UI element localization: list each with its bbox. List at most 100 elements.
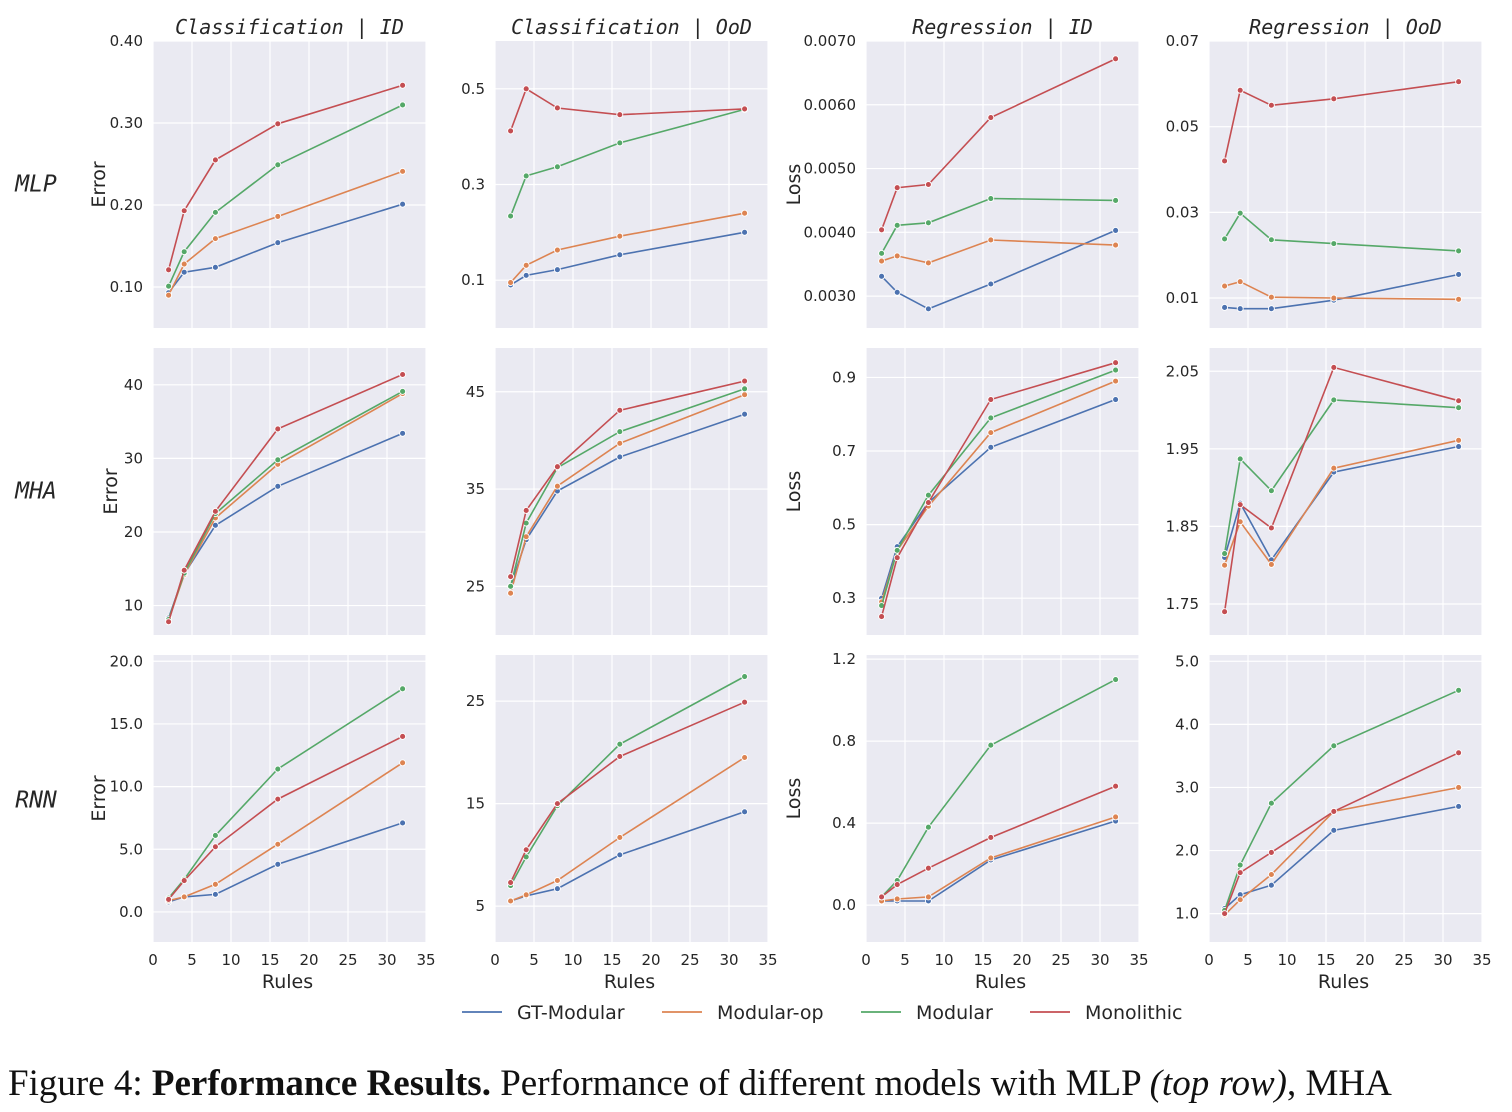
- data-point: [507, 212, 515, 220]
- data-point: [1330, 396, 1338, 404]
- x-tick-label: 10: [563, 951, 582, 969]
- data-point: [1455, 247, 1463, 255]
- data-point: [616, 232, 624, 240]
- data-point: [1236, 209, 1244, 217]
- data-point: [399, 167, 407, 175]
- x-axis-label: Rules: [262, 971, 313, 993]
- data-point: [924, 305, 932, 313]
- x-tick-label: 5: [900, 951, 910, 969]
- y-tick-label: 4.0: [1175, 715, 1199, 733]
- data-point: [180, 893, 188, 901]
- data-point: [274, 161, 282, 169]
- x-tick-label: 25: [338, 951, 357, 969]
- data-point: [987, 114, 995, 121]
- data-point: [211, 890, 219, 898]
- data-point: [616, 406, 624, 414]
- data-point: [741, 391, 749, 399]
- data-point: [180, 268, 188, 276]
- data-point: [1221, 282, 1229, 290]
- data-point: [1221, 910, 1229, 918]
- data-point: [987, 429, 995, 437]
- data-point: [616, 439, 624, 447]
- data-point: [1267, 881, 1275, 889]
- plot-area: [866, 655, 1139, 942]
- data-point: [522, 271, 530, 279]
- data-point: [274, 795, 282, 803]
- data-point: [522, 85, 530, 93]
- plot-area: [866, 41, 1139, 328]
- data-point: [274, 482, 282, 490]
- data-point: [274, 765, 282, 773]
- subplot-r1-c2: 0.1 0.3 0.5: [461, 41, 769, 328]
- data-point: [924, 823, 932, 831]
- plot-area: [1209, 348, 1482, 635]
- data-point: [399, 819, 407, 827]
- data-point: [522, 507, 530, 514]
- data-point: [180, 207, 188, 215]
- data-point: [741, 385, 749, 393]
- x-tick-label: 30: [1433, 951, 1452, 969]
- y-tick-label: 0.4: [832, 814, 856, 832]
- plot-area: [495, 348, 768, 635]
- y-tick-label: 1.85: [1166, 517, 1199, 535]
- data-point: [1330, 742, 1338, 750]
- data-point: [553, 885, 561, 893]
- data-point: [616, 851, 624, 859]
- data-point: [211, 843, 219, 851]
- data-point: [553, 266, 561, 274]
- y-tick-label: 0.9: [832, 368, 856, 386]
- data-point: [616, 111, 624, 119]
- data-point: [211, 208, 219, 216]
- data-point: [1455, 436, 1463, 444]
- data-point: [1112, 366, 1120, 374]
- data-point: [553, 877, 561, 884]
- column-title: Classification | ID: [175, 15, 404, 39]
- data-point: [553, 463, 561, 471]
- data-point: [507, 897, 515, 905]
- data-point: [741, 673, 749, 680]
- data-point: [878, 893, 886, 901]
- legend-label: GT-Modular: [517, 1002, 625, 1024]
- x-tick-label: 20: [641, 951, 660, 969]
- y-tick-label: 0.3: [461, 176, 485, 194]
- subplot-r3-c2: 0 5 10 15 20 25 30 35 5 15 25 Rules: [466, 655, 778, 993]
- data-point: [507, 127, 515, 135]
- data-point: [1236, 455, 1244, 463]
- data-point: [878, 257, 886, 265]
- y-tick-label: 0.40: [110, 32, 143, 50]
- data-point: [878, 249, 886, 257]
- data-point: [274, 239, 282, 247]
- data-point: [1455, 271, 1463, 278]
- data-point: [399, 759, 407, 767]
- y-tick-label: 0.05: [1166, 118, 1199, 136]
- data-point: [399, 200, 407, 208]
- y-tick-label: 0.0060: [804, 96, 857, 114]
- data-point: [1330, 826, 1338, 834]
- data-point: [165, 291, 173, 299]
- data-point: [741, 808, 749, 816]
- subplot-r1-c3: 0.0030 0.0040 0.0050 0.0060 0.0070 Loss: [783, 32, 1140, 328]
- data-point: [893, 288, 901, 296]
- data-point: [211, 521, 219, 529]
- x-tick-label: 35: [758, 951, 777, 969]
- data-point: [741, 410, 749, 418]
- y-tick-label: 10: [124, 597, 143, 615]
- y-tick-label: 0.0040: [804, 223, 857, 241]
- data-point: [987, 854, 995, 862]
- subplot-r1-c1: 0.10 0.20 0.30 0.40 Error: [88, 32, 427, 328]
- data-point: [522, 891, 530, 899]
- plot-area: [153, 41, 426, 328]
- data-point: [1455, 295, 1463, 303]
- subplot-r3-c3: 0 5 10 15 20 25 30 35 0.0 0.4 0.8 1.2 Loss Rules: [783, 650, 1149, 993]
- caption-italic: (top row): [1149, 1063, 1287, 1104]
- legend-label: Modular-op: [717, 1002, 824, 1024]
- plot-area: [153, 655, 426, 942]
- data-point: [893, 252, 901, 260]
- y-tick-label: 2.05: [1166, 362, 1199, 380]
- data-point: [1267, 799, 1275, 807]
- data-point: [616, 453, 624, 461]
- data-point: [180, 566, 188, 574]
- y-tick-label: 0.5: [832, 516, 856, 534]
- data-point: [1112, 359, 1120, 367]
- data-point: [1112, 226, 1120, 234]
